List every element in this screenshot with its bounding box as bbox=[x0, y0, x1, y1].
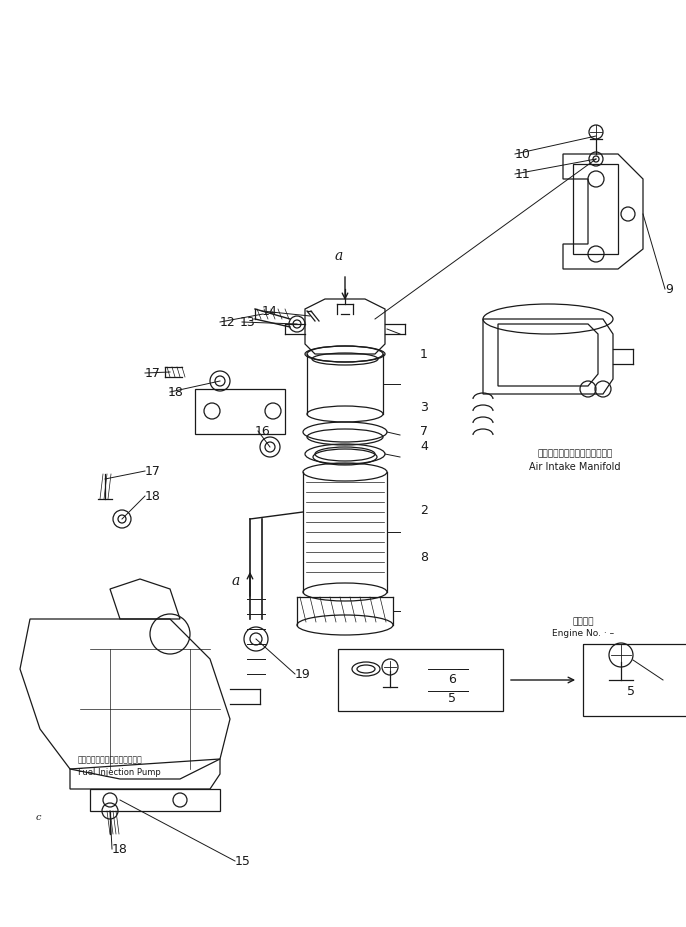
Text: 10: 10 bbox=[515, 148, 531, 161]
Text: 5: 5 bbox=[448, 692, 456, 705]
Text: エアーインテークマニホールド: エアーインテークマニホールド bbox=[537, 449, 613, 458]
Text: 18: 18 bbox=[145, 490, 161, 503]
Text: Engine No. · –: Engine No. · – bbox=[552, 629, 614, 638]
Text: 4: 4 bbox=[420, 440, 428, 453]
Text: 8: 8 bbox=[420, 551, 428, 564]
Text: 9: 9 bbox=[665, 283, 673, 297]
Text: 17: 17 bbox=[145, 465, 161, 478]
Text: 12: 12 bbox=[220, 316, 236, 329]
Text: 6: 6 bbox=[448, 673, 456, 686]
Text: Fuel Injection Pump: Fuel Injection Pump bbox=[78, 768, 161, 776]
Text: 5: 5 bbox=[627, 685, 635, 698]
Text: 17: 17 bbox=[145, 367, 161, 380]
Bar bbox=[90, 789, 220, 811]
Text: 18: 18 bbox=[168, 386, 184, 399]
Text: 11: 11 bbox=[515, 169, 531, 182]
Bar bbox=[573, 165, 618, 255]
Text: 1: 1 bbox=[420, 349, 428, 362]
Text: a: a bbox=[232, 574, 240, 588]
Text: c: c bbox=[35, 812, 40, 821]
Text: a: a bbox=[335, 248, 343, 262]
Text: 15: 15 bbox=[235, 855, 251, 868]
Bar bbox=[583, 644, 686, 717]
Text: 適用号機: 適用号機 bbox=[572, 616, 594, 626]
Text: 3: 3 bbox=[420, 401, 428, 414]
Text: 7: 7 bbox=[420, 425, 428, 438]
Text: 2: 2 bbox=[420, 503, 428, 516]
Text: 16: 16 bbox=[255, 425, 271, 438]
Bar bbox=[195, 389, 285, 435]
Text: Air Intake Manifold: Air Intake Manifold bbox=[530, 462, 621, 472]
Text: 19: 19 bbox=[295, 667, 311, 680]
Text: 18: 18 bbox=[112, 843, 128, 856]
Text: 14: 14 bbox=[262, 305, 278, 318]
Text: 13: 13 bbox=[240, 316, 256, 329]
Text: フェルインジェクションポンプ: フェルインジェクションポンプ bbox=[78, 755, 143, 763]
Bar bbox=[338, 649, 503, 711]
